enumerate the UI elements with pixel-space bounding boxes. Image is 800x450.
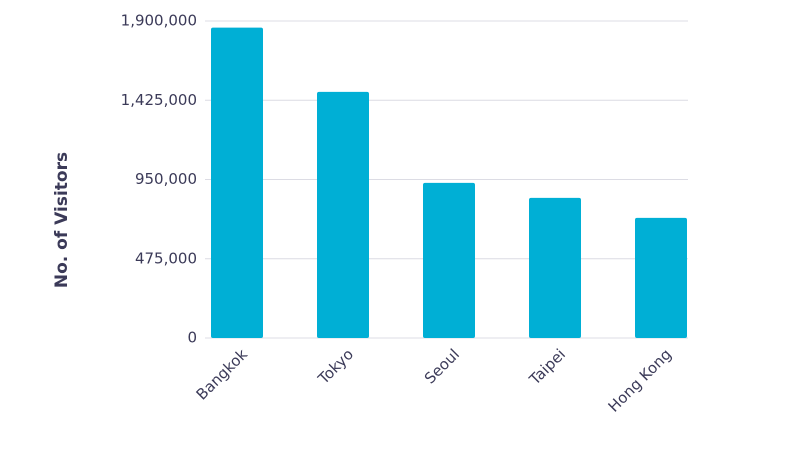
y-tick-label: 1,425,000 — [121, 91, 197, 109]
x-tick-label: Seoul — [421, 345, 463, 387]
x-tick-label: Tokyo — [314, 345, 357, 388]
y-tick-label: 475,000 — [135, 249, 197, 267]
y-axis-label: No. of Visitors — [52, 152, 72, 288]
bar — [529, 197, 581, 338]
bar — [211, 27, 263, 339]
x-tick-label: Hong Kong — [605, 345, 675, 415]
bar — [635, 217, 687, 338]
y-tick-label: 950,000 — [135, 170, 197, 188]
y-tick-label: 1,900,000 — [121, 12, 197, 30]
x-tick-label: Bangkok — [193, 345, 252, 404]
y-tick-label: 0 — [187, 329, 197, 347]
x-tick-label: Taipei — [525, 345, 569, 389]
bar — [423, 182, 475, 338]
bar — [317, 91, 369, 338]
